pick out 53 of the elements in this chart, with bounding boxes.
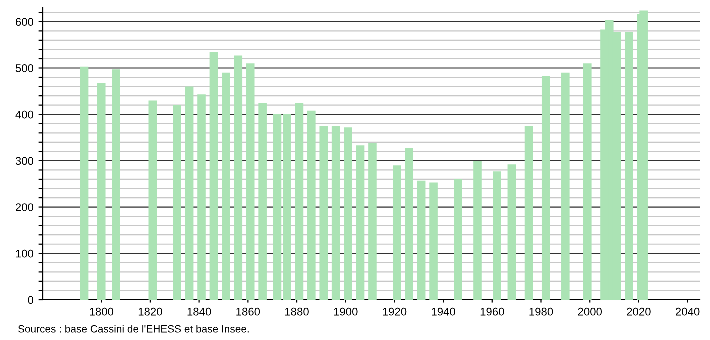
bar	[405, 148, 414, 300]
bar	[542, 76, 550, 300]
x-tick-label: 2020	[627, 308, 651, 316]
x-tick-label: 1860	[236, 308, 260, 316]
y-tick-label: 300	[16, 157, 34, 166]
bar	[625, 32, 634, 300]
bar	[454, 179, 462, 300]
bar	[508, 164, 516, 300]
x-tick-label: 1880	[285, 308, 309, 316]
bar	[112, 70, 120, 300]
x-tick-label: 1900	[334, 308, 358, 316]
bar	[562, 72, 570, 300]
bar	[392, 166, 402, 300]
bar	[222, 72, 230, 300]
bar	[173, 105, 182, 300]
bar	[258, 103, 267, 300]
bar	[493, 172, 502, 300]
x-tick-label: 1820	[138, 308, 162, 316]
bar	[430, 182, 438, 300]
bar	[246, 64, 255, 300]
y-tick-label: 0	[28, 296, 34, 304]
bar	[320, 126, 328, 300]
bar	[356, 146, 365, 300]
x-tick-label: 1840	[188, 308, 212, 316]
y-tick-label: 200	[16, 204, 34, 212]
bar	[80, 66, 89, 300]
x-tick-label: 1980	[530, 308, 554, 316]
x-tick-label: 1960	[480, 308, 504, 316]
y-tick-label: 500	[16, 64, 34, 72]
bar	[584, 64, 592, 300]
bar	[474, 160, 482, 300]
x-tick-label: 1920	[383, 308, 407, 316]
bar	[308, 110, 316, 300]
y-tick-label: 100	[16, 250, 34, 258]
y-tick-label: 400	[16, 110, 34, 119]
bar	[210, 52, 218, 300]
bar	[344, 128, 352, 300]
x-tick-label: 2000	[578, 308, 602, 316]
bar	[417, 180, 426, 300]
bar	[198, 94, 206, 300]
bar	[524, 126, 534, 300]
bar	[97, 83, 106, 300]
bar	[332, 126, 340, 300]
x-tick-label: 1800	[90, 308, 114, 316]
bar	[295, 103, 304, 300]
x-tick-label: 2040	[676, 308, 700, 316]
x-tick-label: 1940	[432, 308, 456, 316]
bar	[234, 56, 243, 300]
bar	[185, 86, 194, 300]
bar	[368, 143, 377, 300]
bar	[148, 100, 158, 300]
y-tick-label: 600	[16, 18, 34, 26]
source-note: Sources : base Cassini de l'EHESS et base Insee.	[18, 325, 249, 333]
